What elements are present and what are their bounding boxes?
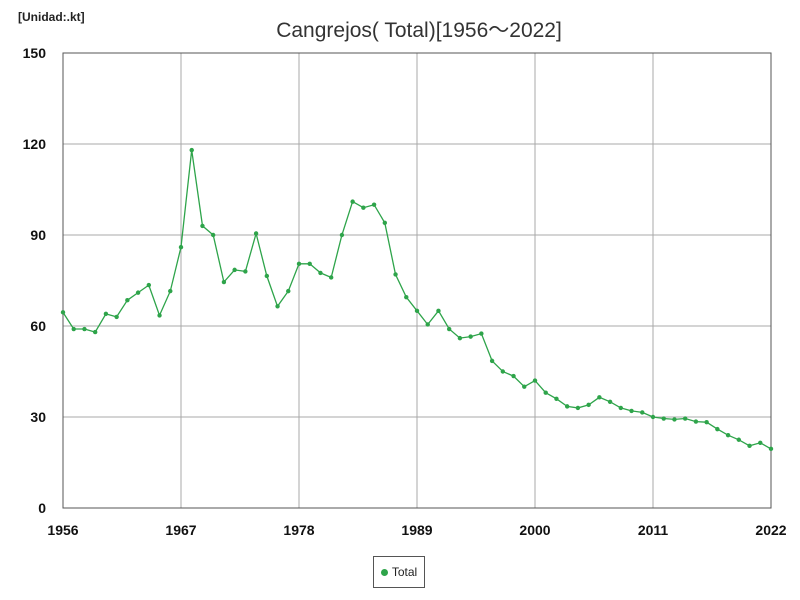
data-point-1971 [221,279,227,285]
data-point-2020 [747,443,752,449]
data-point-1990 [425,322,430,327]
data-point-1958 [82,326,87,332]
data-point-1973 [243,269,248,274]
x-tick-label-2022: 2022 [755,522,786,538]
data-point-1993 [457,335,463,341]
data-point-2007 [607,399,613,405]
x-tick-label-1989: 1989 [401,522,432,538]
data-point-1989 [414,308,420,314]
data-point-1957 [71,326,76,332]
data-point-2004 [575,405,581,411]
tick-labels: 0 30 60 90 120 150 1956 1967 1978 1989 2000 2011 202… [23,45,787,538]
data-point-1984 [361,205,366,210]
x-tick-label-1956: 1956 [47,522,78,538]
data-point-1991 [436,308,441,314]
data-point-2012 [661,416,666,421]
legend: Total [373,556,425,588]
data-point-2015 [693,419,699,424]
data-point-1999 [522,384,527,389]
data-point-1983 [350,199,355,204]
data-point-1970 [210,232,216,238]
data-point-1967 [178,244,184,250]
y-tick-label-120: 120 [23,136,47,152]
x-tick-label-1967: 1967 [165,522,196,538]
data-point-2010 [640,410,645,415]
data-point-2005 [586,402,591,408]
legend-marker-icon [380,568,388,576]
y-tick-label-150: 150 [23,45,47,61]
data-point-1969 [200,223,205,229]
data-point-1978 [296,261,302,267]
data-point-1975 [264,273,270,279]
y-tick-label-60: 60 [30,318,46,334]
data-point-1995 [479,331,484,336]
y-tick-label-0: 0 [38,500,46,516]
chart-title: Cangrejos( Total)[1956～2022] [276,19,562,42]
data-point-2021 [758,440,763,445]
data-point-1963 [135,290,141,295]
data-point-1979 [307,261,312,267]
x-tick-label-2000: 2000 [519,522,550,538]
data-point-1962 [125,298,130,303]
data-point-1998 [511,373,516,379]
x-tick-label-2011: 2011 [638,522,669,538]
data-point-2000 [532,378,538,383]
plot-frame [62,52,772,509]
data-point-1985 [371,202,377,207]
data-point-1968 [189,147,194,153]
data-point-1972 [232,267,237,273]
legend-label-total: Total [391,565,418,579]
data-point-1959 [92,329,98,335]
grid [63,52,771,508]
data-point-2017 [715,426,720,432]
data-point-2016 [704,419,709,425]
data-point-1977 [286,288,291,294]
data-point-1956 [60,310,66,315]
data-point-2008 [618,405,624,411]
data-point-1986 [382,220,388,226]
data-point-2013 [672,417,677,422]
data-point-2022 [768,446,774,452]
data-point-1965 [157,313,162,318]
data-point-1997 [500,369,506,374]
data-point-1996 [489,358,495,364]
data-point-1976 [275,304,280,309]
data-point-1988 [404,294,409,300]
data-point-1987 [393,272,398,277]
x-tick-label-1978: 1978 [283,522,314,538]
data-point-1961 [114,314,119,320]
axes [62,52,772,509]
data-point-1994 [468,334,473,339]
data-point-2011 [650,414,656,420]
data-point-2006 [597,395,602,400]
data-point-1960 [103,311,109,317]
data-point-1981 [328,275,334,280]
data-point-2018 [725,433,731,438]
series-total [60,147,774,452]
data-point-1966 [168,288,173,294]
data-point-1982 [339,232,345,238]
data-point-1974 [253,231,259,236]
data-point-1992 [446,326,452,332]
data-point-2014 [682,416,688,421]
y-tick-label-90: 90 [30,227,46,243]
y-tick-label-30: 30 [30,409,46,425]
data-point-2009 [629,408,634,414]
data-point-2019 [736,437,742,442]
data-point-2003 [564,404,570,409]
data-point-2002 [554,396,559,401]
data-point-2001 [543,390,548,395]
unit-label: [Unidad:.kt] [18,10,85,24]
data-point-1964 [146,282,152,288]
data-point-1980 [318,270,323,276]
